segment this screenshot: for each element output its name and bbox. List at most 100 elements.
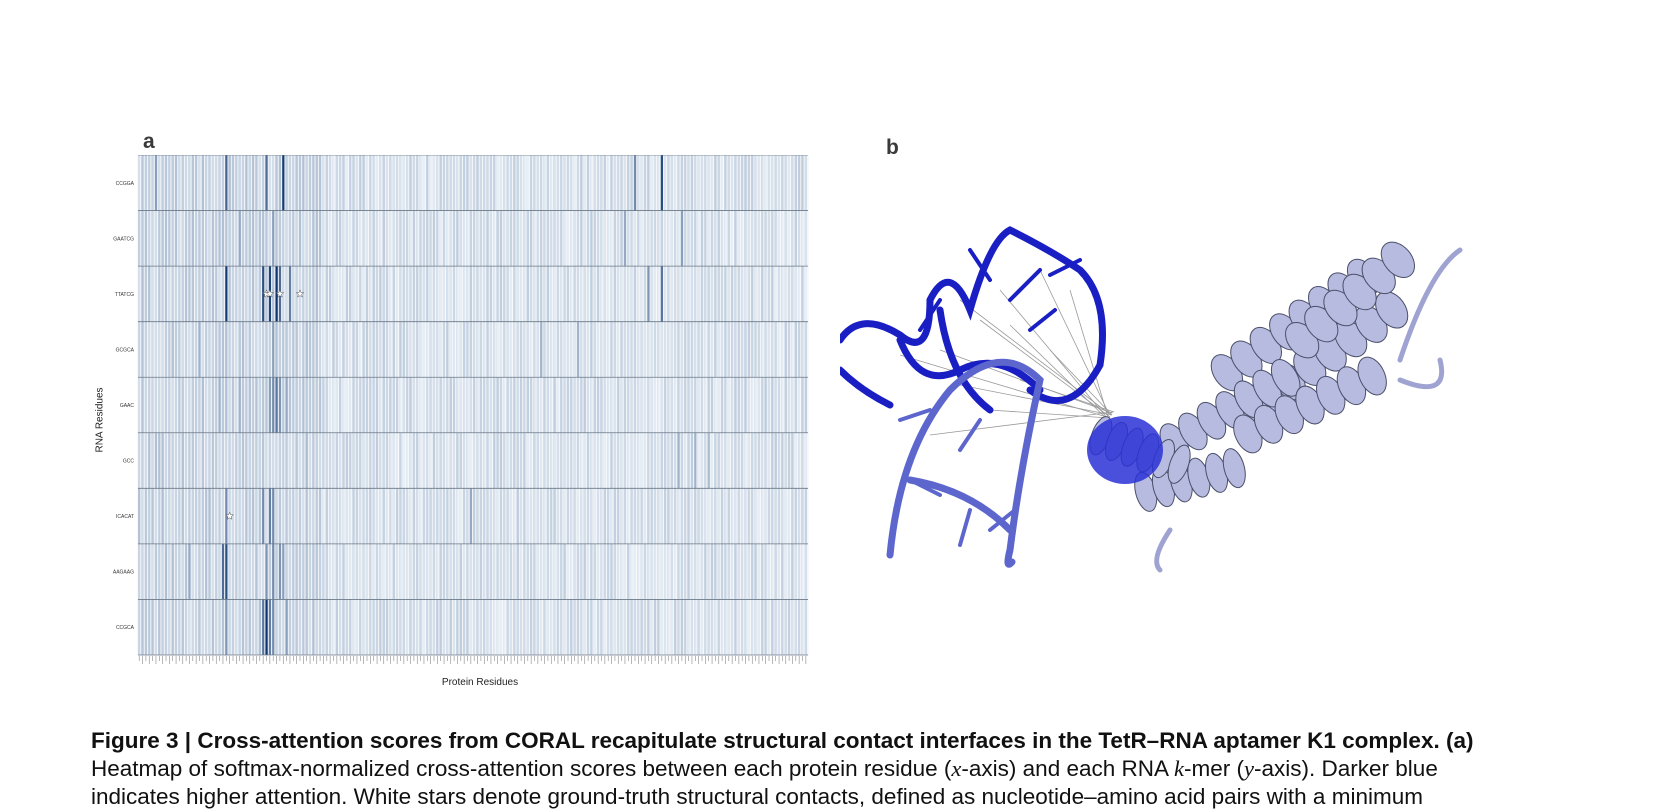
row-tick-label: GCC: [123, 459, 135, 465]
heatmap-cell: [308, 321, 312, 378]
rna-base-stick: [918, 298, 942, 332]
heatmap-cell: [339, 321, 342, 378]
heatmap-cell: [285, 432, 288, 489]
heatmap-cell: [674, 321, 677, 378]
heatmap-cell: [509, 210, 513, 267]
heatmap-cell: [801, 266, 804, 322]
heatmap-cell: [198, 321, 201, 378]
heatmap-cell: [754, 266, 757, 322]
heatmap-cell: [382, 488, 385, 544]
heatmap-cell: [228, 543, 231, 600]
heatmap-cell: [734, 266, 737, 322]
heatmap-cell: [221, 266, 225, 322]
heatmap-cell: [184, 266, 188, 322]
heatmap-cell: [235, 488, 238, 544]
protein-contact-region: [1087, 416, 1163, 484]
heatmap-cell: [436, 321, 439, 378]
heatmap-cell: [720, 321, 724, 378]
heatmap-cell: [231, 155, 235, 211]
heatmap-cell: [473, 321, 476, 378]
heatmap-cell: [459, 210, 463, 267]
heatmap-cell: [754, 210, 757, 267]
heatmap-cell: [617, 377, 620, 433]
heatmap-cell: [318, 599, 322, 655]
heatmap-cell: [677, 266, 680, 322]
heatmap-cell: [747, 321, 751, 378]
heatmap-cell: [235, 266, 238, 322]
heatmap-cell: [211, 377, 215, 433]
caption-text-line2-b: -axis) and each RNA: [961, 756, 1175, 781]
heatmap-cell: [255, 377, 258, 433]
heatmap-cell: [288, 155, 292, 211]
heatmap-cell: [727, 599, 731, 655]
heatmap-cell: [359, 543, 362, 600]
heatmap-cell: [613, 155, 617, 211]
heatmap-cell: [416, 210, 419, 267]
heatmap-cell: [382, 543, 385, 600]
heatmap-cell: [506, 155, 509, 211]
heatmap-cell: [221, 488, 225, 544]
heatmap-cell: [506, 543, 509, 600]
heatmap-cell: [375, 266, 379, 322]
heatmap-cell: [730, 155, 734, 211]
heatmap-cell: [248, 266, 251, 322]
heatmap-cell: [496, 432, 499, 489]
heatmap-cell: [610, 432, 613, 489]
heatmap-cell: [198, 377, 201, 433]
heatmap-cell: [305, 599, 308, 655]
heatmap-cell: [603, 599, 607, 655]
heatmap-cell: [292, 321, 295, 378]
heatmap-cell: [439, 155, 442, 211]
heatmap-cell: [205, 599, 208, 655]
heatmap-cell: [791, 432, 794, 489]
heatmap-cell: [231, 488, 235, 544]
heatmap-cell: [684, 432, 687, 489]
heatmap-cell: [674, 266, 677, 322]
heatmap-cell: [476, 432, 479, 489]
heatmap-cell: [653, 266, 657, 322]
heatmap-cell: [362, 210, 365, 267]
heatmap-cell: [305, 210, 308, 267]
heatmap-cell: [493, 155, 496, 211]
heatmap-cell: [714, 377, 717, 433]
heatmap-cell: [439, 321, 442, 378]
heatmap-cell: [647, 155, 650, 211]
heatmap-cell: [533, 155, 536, 211]
heatmap-cell: [483, 543, 486, 600]
heatmap-cell: [754, 321, 757, 378]
heatmap-cell: [198, 432, 201, 489]
heatmap-cell: [526, 377, 530, 433]
heatmap-cell: [138, 543, 141, 600]
heatmap-cell: [469, 543, 473, 600]
heatmap-cell: [663, 321, 667, 378]
heatmap-cell: [194, 210, 198, 267]
heatmap-cell: [620, 377, 623, 433]
heatmap-cell: [540, 266, 543, 322]
heatmap-cell: [335, 266, 339, 322]
heatmap-cell: [158, 599, 161, 655]
heatmap-cell: [630, 543, 633, 600]
heatmap-cell: [600, 155, 603, 211]
heatmap-cell: [583, 432, 586, 489]
heatmap-cell: [168, 210, 171, 267]
heatmap-cell: [533, 321, 536, 378]
heatmap-cell: [757, 432, 761, 489]
heatmap-cell: [369, 266, 372, 322]
heatmap-cell: [184, 210, 188, 267]
heatmap-cell: [583, 377, 586, 433]
heatmap-cell: [205, 321, 208, 378]
heatmap-cell: [794, 432, 798, 489]
row-tick-label: GAAC: [120, 403, 135, 409]
heatmap-cell: [694, 210, 697, 267]
heatmap-cell: [412, 488, 416, 544]
heatmap-cell: [647, 543, 650, 600]
heatmap-cell: [261, 321, 265, 378]
heatmap-cell: [613, 543, 617, 600]
heatmap-cell: [741, 432, 744, 489]
heatmap-cell: [345, 155, 349, 211]
heatmap-cell: [479, 377, 483, 433]
heatmap-cell: [523, 599, 526, 655]
heatmap-cell: [516, 543, 519, 600]
heatmap-cell: [161, 488, 164, 544]
heatmap-cell: [650, 266, 653, 322]
